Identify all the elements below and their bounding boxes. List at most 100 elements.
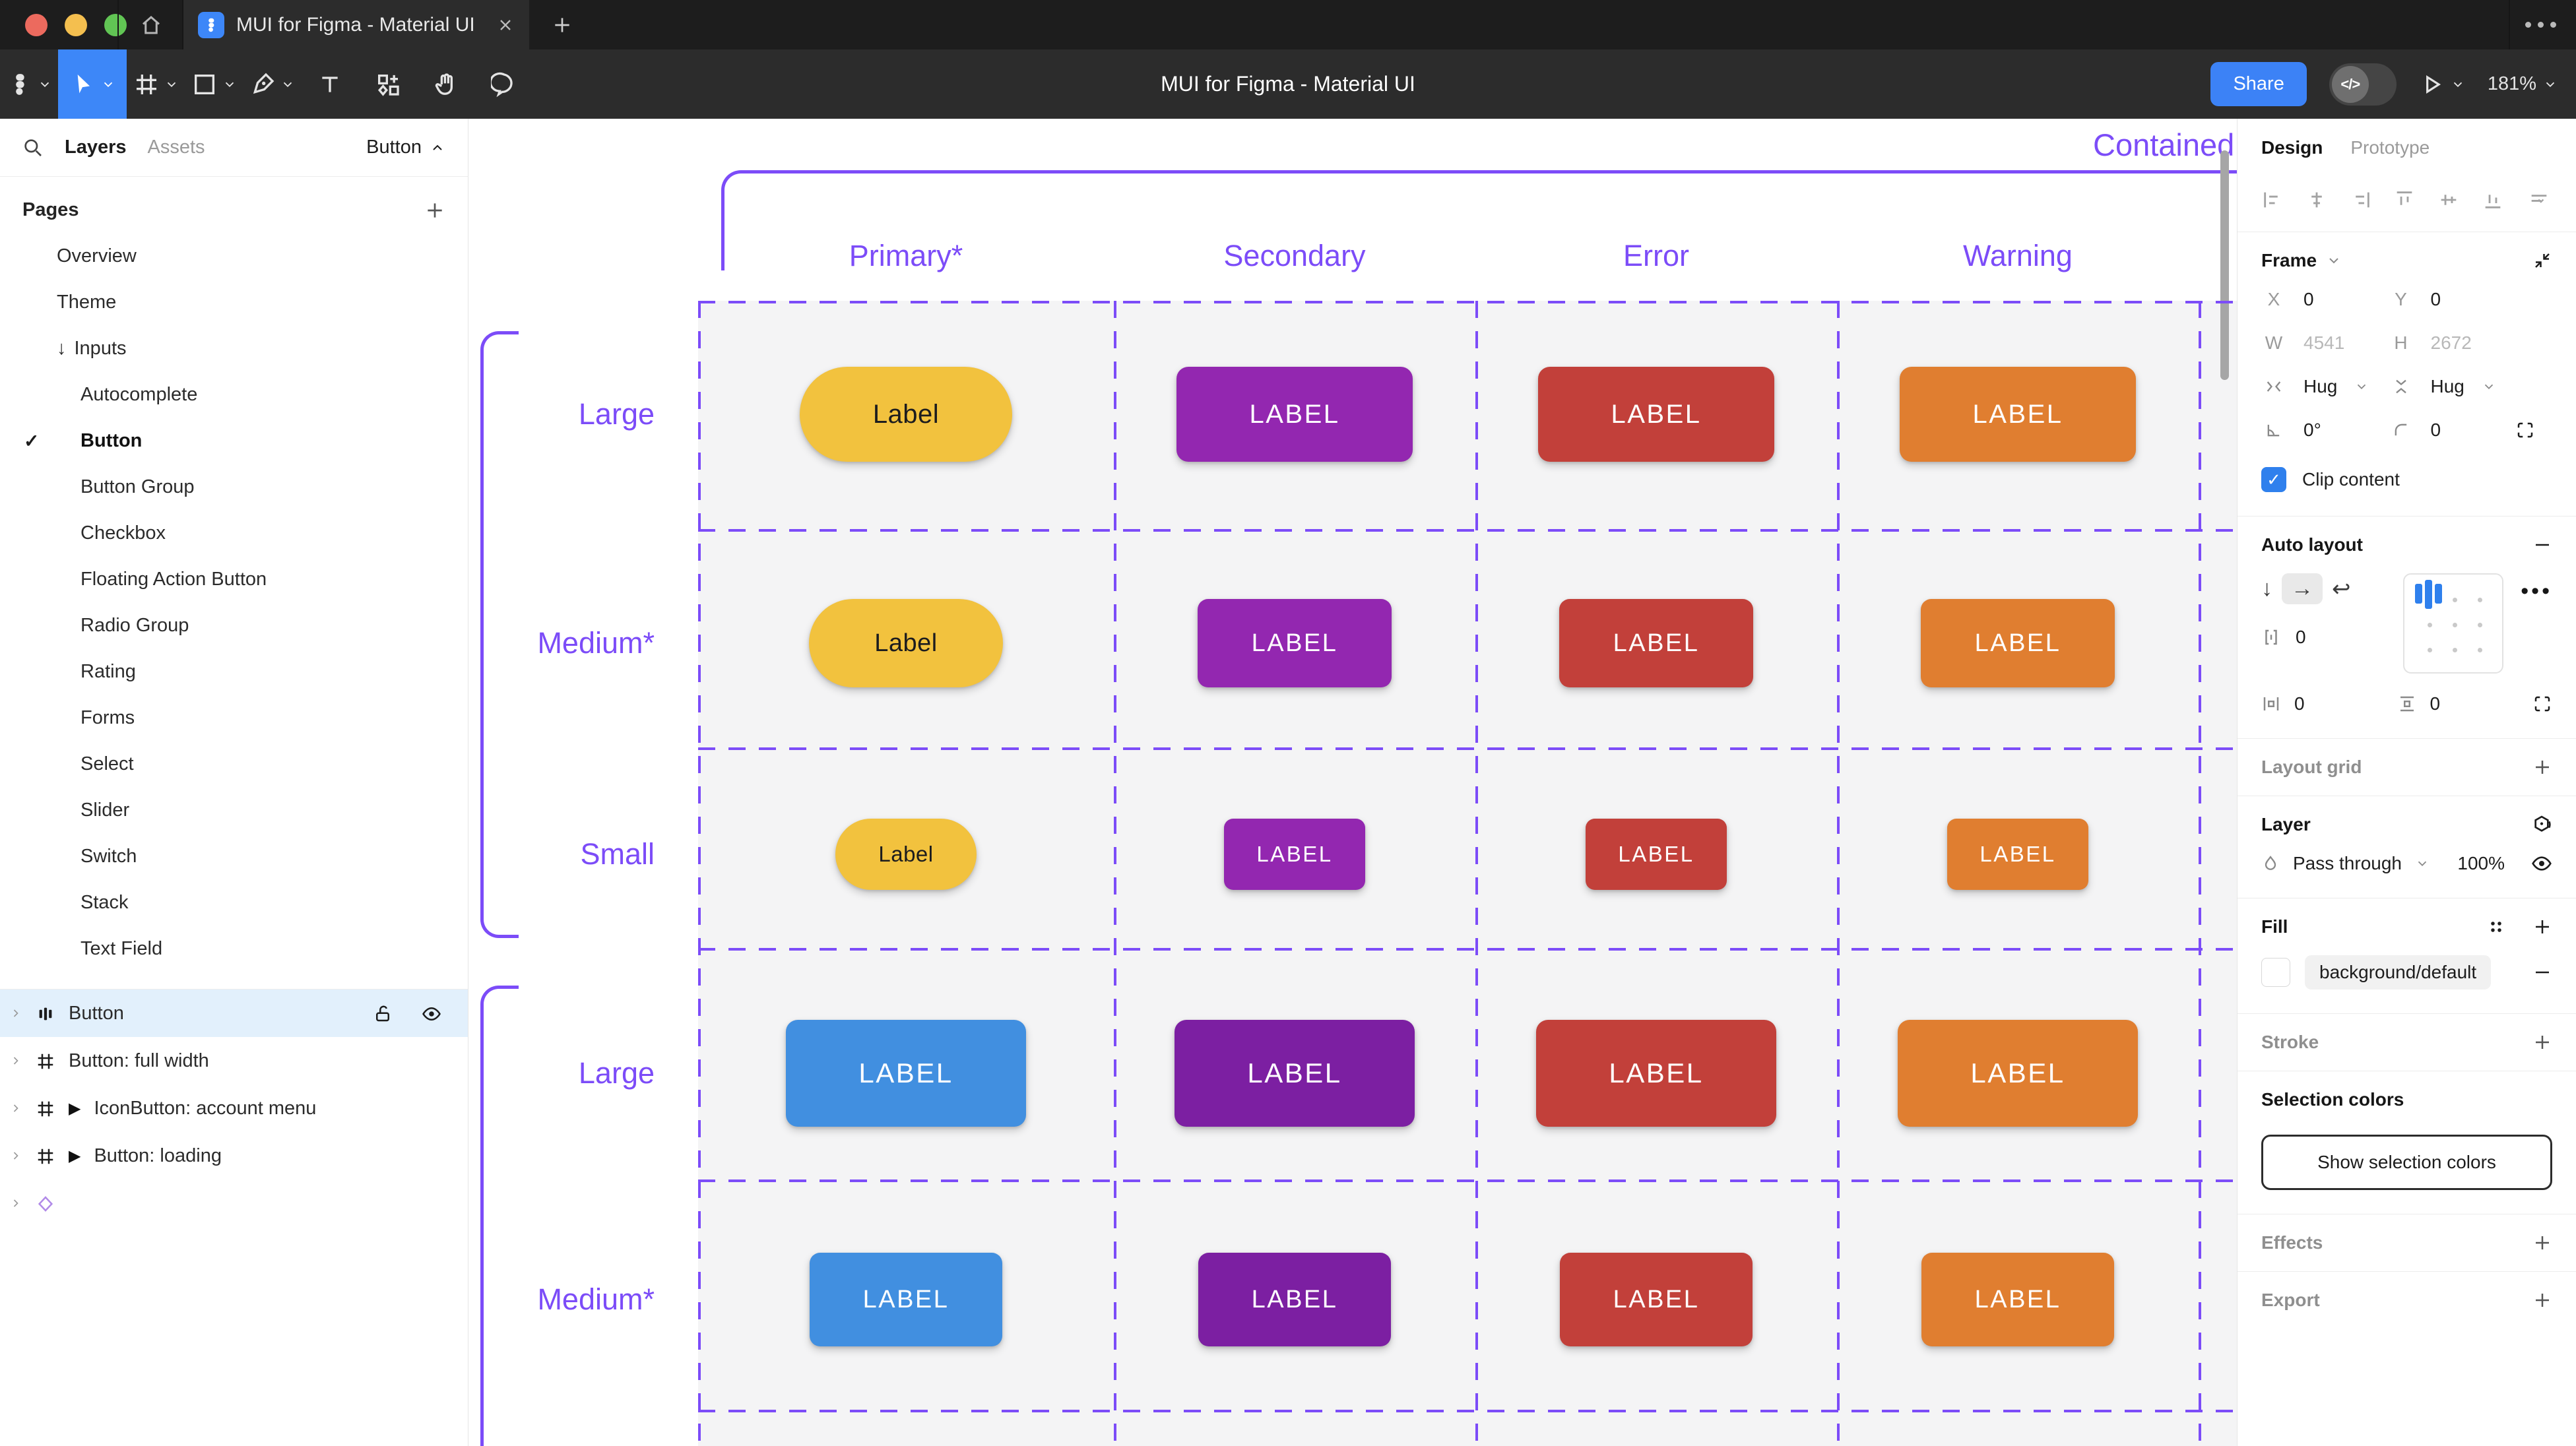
tab-assets[interactable]: Assets <box>147 137 205 158</box>
actions-tool-button[interactable] <box>359 49 417 119</box>
align-vertical-center-icon[interactable] <box>2437 189 2460 211</box>
add-stroke-button[interactable] <box>2532 1032 2552 1052</box>
vertical-padding-field[interactable]: 0 <box>2430 693 2441 714</box>
layer-item-button-loading[interactable]: ▶ Button: loading <box>0 1132 468 1179</box>
frame-section-title[interactable]: Frame <box>2261 250 2317 270</box>
page-item-slider[interactable]: Slider <box>0 787 468 833</box>
home-button[interactable] <box>120 0 182 49</box>
chevron-right-icon[interactable] <box>9 1197 22 1210</box>
align-left-icon[interactable] <box>2261 189 2284 211</box>
mui-button-primary-yellow[interactable]: Label <box>809 599 1003 687</box>
tab-prototype[interactable]: Prototype <box>2350 137 2430 158</box>
page-item-button-group[interactable]: Button Group <box>0 464 468 510</box>
remove-fill-button[interactable] <box>2532 962 2552 982</box>
add-effect-button[interactable] <box>2532 1233 2552 1253</box>
align-right-icon[interactable] <box>2350 189 2372 211</box>
mui-button-primary-yellow[interactable]: Label <box>800 367 1012 462</box>
page-item-rating[interactable]: Rating <box>0 648 468 695</box>
chevron-right-icon[interactable] <box>9 1102 22 1115</box>
blend-mode-dropdown[interactable]: Pass through <box>2293 853 2402 873</box>
move-tool-button[interactable] <box>58 49 127 119</box>
remove-auto-layout-button[interactable] <box>2532 535 2552 555</box>
align-top-icon[interactable] <box>2393 189 2416 211</box>
mui-button-warning[interactable]: LABEL <box>1898 1020 2138 1127</box>
layer-item-button[interactable]: Button <box>0 990 468 1037</box>
page-item-theme[interactable]: Theme <box>0 279 468 325</box>
distribute-menu-icon[interactable] <box>2526 189 2552 211</box>
vertical-resizing-dropdown[interactable]: Hug <box>2389 376 2516 397</box>
align-bottom-icon[interactable] <box>2482 189 2504 211</box>
alignment-dot[interactable] <box>2428 648 2433 652</box>
layout-horizontal-button[interactable]: → <box>2282 573 2323 604</box>
page-item-text-field[interactable]: Text Field <box>0 926 468 972</box>
clip-content-row[interactable]: ✓ Clip content <box>2261 463 2552 516</box>
page-item-radio-group[interactable]: Radio Group <box>0 602 468 648</box>
fill-styles-button[interactable] <box>2486 917 2506 937</box>
page-selector[interactable]: Button <box>366 137 445 158</box>
corner-radius-field[interactable]: 0 <box>2389 420 2516 441</box>
layout-wrap-button[interactable]: ↩ <box>2332 576 2351 602</box>
alignment-dot[interactable] <box>2453 648 2458 652</box>
unlock-icon[interactable] <box>373 1003 393 1024</box>
maximize-window-button[interactable] <box>104 13 127 36</box>
alignment-dot[interactable] <box>2478 623 2483 627</box>
item-spacing-field[interactable]: 0 <box>2261 627 2386 648</box>
page-item-autocomplete[interactable]: Autocomplete <box>0 371 468 418</box>
mui-button-secondary[interactable]: LABEL <box>1198 599 1392 687</box>
frame-name-label[interactable]: Contained <box>2093 127 2235 162</box>
add-page-button[interactable] <box>424 200 445 221</box>
show-selection-colors-button[interactable]: Show selection colors <box>2261 1135 2552 1190</box>
layer-item-iconbutton-account-menu[interactable]: ▶ IconButton: account menu <box>0 1084 468 1132</box>
page-item-floating-action-button[interactable]: Floating Action Button <box>0 556 468 602</box>
mui-button-error[interactable]: LABEL <box>1536 1020 1776 1127</box>
layout-vertical-button[interactable]: ↓ <box>2261 576 2272 601</box>
page-item-select[interactable]: Select <box>0 741 468 787</box>
chevron-down-icon[interactable] <box>2326 253 2342 268</box>
mui-button-secondary[interactable]: LABEL <box>1224 819 1365 890</box>
chevron-right-icon[interactable] <box>9 1054 22 1067</box>
fill-token-chip[interactable]: background/default <box>2305 955 2492 990</box>
main-menu-button[interactable] <box>0 49 58 119</box>
mui-button-secondary-dark[interactable]: LABEL <box>1175 1020 1415 1127</box>
alignment-dot[interactable] <box>2478 598 2483 602</box>
dev-mode-toggle[interactable]: </> <box>2329 63 2397 106</box>
alignment-dot[interactable] <box>2453 598 2458 602</box>
visibility-icon[interactable] <box>422 1003 441 1024</box>
mui-button-error[interactable]: LABEL <box>1586 819 1727 890</box>
rotation-field[interactable]: 0° <box>2261 420 2389 441</box>
canvas[interactable]: Contained Primary* Secondary Error Warni… <box>468 119 2237 1446</box>
canvas-scrollbar[interactable] <box>2220 150 2229 380</box>
horizontal-resizing-dropdown[interactable]: Hug <box>2261 376 2389 397</box>
tab-design[interactable]: Design <box>2261 137 2323 158</box>
close-window-button[interactable] <box>25 13 48 36</box>
add-fill-button[interactable] <box>2532 917 2552 937</box>
independent-padding-button[interactable] <box>2532 694 2552 714</box>
mui-button-warning[interactable]: LABEL <box>1900 367 2136 462</box>
hand-tool-button[interactable] <box>417 49 475 119</box>
page-item-checkbox[interactable]: Checkbox <box>0 510 468 556</box>
new-tab-button[interactable] <box>536 0 589 49</box>
horizontal-padding-field[interactable]: 0 <box>2294 693 2305 714</box>
add-export-button[interactable] <box>2532 1290 2552 1310</box>
mui-button-error[interactable]: LABEL <box>1538 367 1774 462</box>
mui-button-primary-blue[interactable]: LABEL <box>810 1253 1002 1346</box>
close-tab-icon[interactable] <box>496 16 515 34</box>
pen-tool-button[interactable] <box>243 49 301 119</box>
minimize-window-button[interactable] <box>65 13 87 36</box>
independent-corners-button[interactable] <box>2515 420 2552 440</box>
alignment-widget[interactable] <box>2403 573 2504 674</box>
shape-tool-button[interactable] <box>185 49 243 119</box>
alignment-dot[interactable] <box>2428 623 2433 627</box>
page-item-inputs[interactable]: ↓ Inputs <box>0 325 468 371</box>
opacity-field[interactable]: 100% <box>2457 853 2505 873</box>
align-horizontal-center-icon[interactable] <box>2305 189 2328 211</box>
share-button[interactable]: Share <box>2210 62 2307 106</box>
page-item-overview[interactable]: Overview <box>0 233 468 279</box>
file-tab[interactable]: MUI for Figma - Material UI <box>183 0 529 49</box>
text-tool-button[interactable] <box>301 49 359 119</box>
mui-button-secondary-dark[interactable]: LABEL <box>1198 1253 1391 1346</box>
blend-mode-icon[interactable] <box>2531 814 2552 835</box>
auto-layout-more-button[interactable]: ••• <box>2521 579 2552 604</box>
width-field[interactable]: W 4541 <box>2265 332 2345 353</box>
